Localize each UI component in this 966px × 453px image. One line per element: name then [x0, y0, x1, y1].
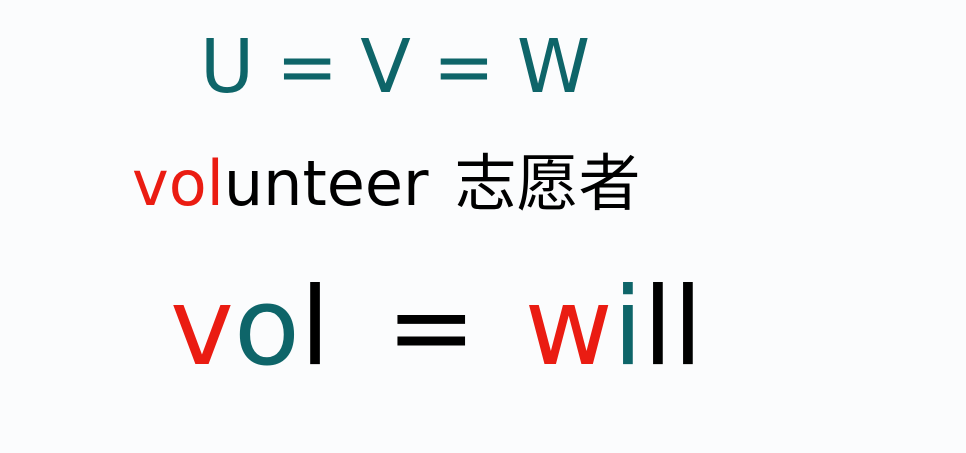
word-root-highlight: vol: [132, 147, 224, 220]
meaning-letter-i: i: [612, 265, 643, 390]
root-letter-v: v: [170, 265, 234, 390]
equals-sign: =: [432, 24, 495, 110]
letter-u: U: [200, 24, 255, 110]
equals-sign: =: [386, 265, 477, 390]
chinese-translation: 志愿者: [454, 147, 641, 220]
equivalence-line: U = V = W: [200, 22, 590, 112]
word-remainder: unteer: [223, 147, 429, 220]
meaning-letter-w: w: [524, 265, 613, 390]
meaning-letters-ll: ll: [642, 265, 703, 390]
vocabulary-line: volunteer 志愿者: [132, 144, 641, 224]
letter-w: W: [516, 24, 590, 110]
letter-v: V: [360, 24, 411, 110]
root-letter-o: o: [233, 265, 300, 390]
equals-sign: =: [276, 24, 339, 110]
root-meaning-line: vol = will: [170, 268, 703, 388]
root-letter-l: l: [300, 265, 331, 390]
